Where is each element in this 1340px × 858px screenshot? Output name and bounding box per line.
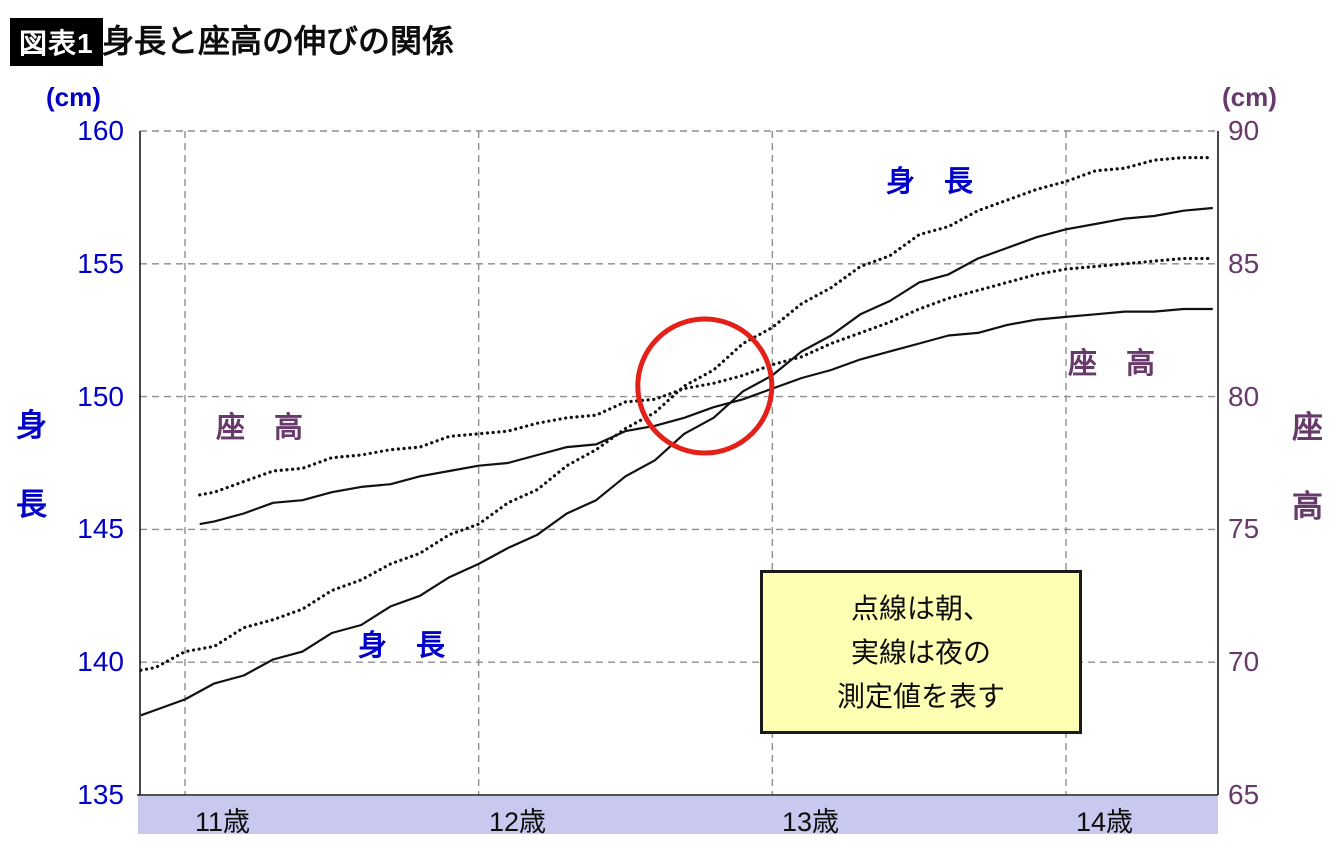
left-axis-tick-150: 150	[77, 381, 124, 412]
x-label-13: 13歳	[782, 807, 840, 837]
left-axis-title-char-2: 長	[16, 487, 47, 522]
right-axis-tick-70: 70	[1228, 646, 1260, 677]
legend-note-box: 点線は朝、 実線は夜の 測定値を表す	[760, 570, 1082, 734]
left-axis-tick-155: 155	[77, 248, 124, 279]
right-axis-tick-90: 90	[1228, 115, 1260, 146]
figure-title: 身長と座高の伸びの関係	[102, 23, 455, 59]
legend-note-line-3: 測定値を表す	[836, 681, 1005, 712]
x-label-11: 11歳	[195, 807, 251, 837]
legend-note-line-1: 点線は朝、	[850, 593, 991, 624]
right-axis-title-char-2: 高	[1292, 489, 1323, 524]
sitting-series-label-left: 座 高	[216, 412, 304, 444]
right-axis-tick-80: 80	[1228, 381, 1260, 412]
x-label-12: 12歳	[489, 807, 547, 837]
sitting-series-label-right: 座 高	[1068, 348, 1156, 380]
right-axis-title-char-1: 座	[1292, 410, 1323, 445]
left-axis-title-char-1: 身	[16, 408, 47, 443]
right-axis-tick-85: 85	[1228, 248, 1260, 279]
left-axis-tick-145: 145	[77, 513, 124, 544]
height-series-label-top: 身 長	[886, 166, 974, 198]
crossover-circle-annotation	[635, 316, 775, 456]
x-axis-band	[138, 796, 1218, 834]
legend-note-line-2: 実線は夜の	[850, 637, 991, 668]
left-axis-title: 身 長	[16, 400, 47, 524]
right-axis-unit: (cm)	[1222, 82, 1277, 112]
height-series-label-bottom: 身 長	[358, 630, 446, 662]
left-axis-unit: (cm)	[46, 82, 101, 112]
left-axis-tick-160: 160	[77, 115, 124, 146]
x-label-14: 14歳	[1076, 807, 1134, 837]
figure-badge: 図表1	[10, 18, 103, 66]
left-axis-tick-140: 140	[77, 646, 124, 677]
left-axis-tick-135: 135	[77, 779, 124, 810]
right-axis-tick-65: 65	[1228, 779, 1260, 810]
right-axis-tick-75: 75	[1228, 513, 1260, 544]
right-axis-title: 座 高	[1292, 402, 1323, 526]
